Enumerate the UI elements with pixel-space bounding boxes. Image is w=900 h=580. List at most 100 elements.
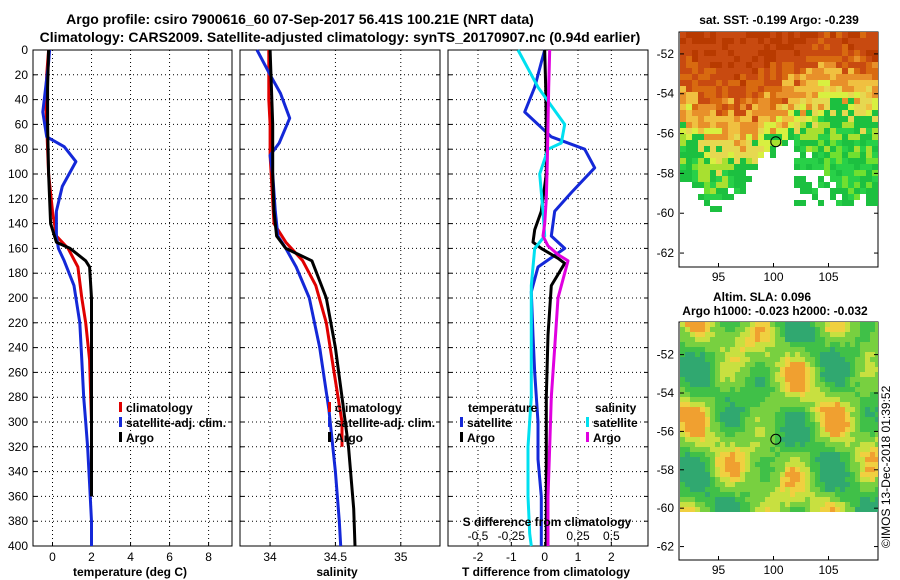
- y-tick-label: 200: [8, 291, 28, 305]
- sst-cell: [842, 68, 848, 74]
- sst-cell: [848, 176, 854, 182]
- sla-cell: [875, 422, 878, 427]
- sst-cell: [710, 128, 716, 134]
- sla-cell: [865, 377, 870, 382]
- sla-cell: [725, 337, 730, 342]
- sla-cell: [775, 327, 780, 332]
- sst-cell: [680, 164, 686, 170]
- sla-cell: [835, 482, 840, 487]
- sst-cell: [830, 170, 836, 176]
- map-y-tick-label: -52: [657, 348, 675, 362]
- sla-cell: [735, 432, 740, 437]
- sla-cell: [760, 432, 765, 437]
- sla-cell: [825, 462, 830, 467]
- sla-cell: [745, 417, 750, 422]
- sst-cell: [782, 104, 788, 110]
- sla-cell: [720, 387, 725, 392]
- sla-cell: [710, 432, 715, 437]
- sla-cell: [845, 507, 850, 512]
- sla-cell: [685, 327, 690, 332]
- sst-cell: [788, 32, 794, 38]
- sla-cell: [740, 337, 745, 342]
- sla-cell: [785, 427, 790, 432]
- sst-cell: [794, 56, 800, 62]
- sla-cell: [715, 367, 720, 372]
- sla-cell: [730, 387, 735, 392]
- y-tick-label: 380: [8, 514, 28, 528]
- sla-cell: [830, 437, 835, 442]
- sla-cell: [700, 477, 705, 482]
- sla-cell: [780, 392, 785, 397]
- sst-cell: [782, 74, 788, 80]
- sst-cell: [806, 44, 812, 50]
- sla-cell: [735, 372, 740, 377]
- sst-cell: [728, 98, 734, 104]
- sla-cell: [725, 467, 730, 472]
- sst-cell: [704, 152, 710, 158]
- sla-cell: [770, 322, 775, 327]
- sla-cell: [710, 417, 715, 422]
- sst-cell: [710, 152, 716, 158]
- sst-cell: [686, 80, 692, 86]
- sla-cell: [690, 482, 695, 487]
- sla-cell: [780, 362, 785, 367]
- sla-cell: [690, 497, 695, 502]
- sla-cell: [740, 417, 745, 422]
- sla-cell: [700, 407, 705, 412]
- sla-cell: [730, 382, 735, 387]
- y-tick-label: 400: [8, 539, 28, 553]
- sla-cell: [845, 482, 850, 487]
- x-tick-label: 1: [575, 550, 582, 564]
- sla-cell: [760, 462, 765, 467]
- sla-cell: [775, 507, 780, 512]
- y-tick-label: 120: [8, 192, 28, 206]
- sla-cell: [870, 432, 875, 437]
- sst-cell: [782, 32, 788, 38]
- sla-cell: [805, 502, 810, 507]
- sst-cell: [716, 176, 722, 182]
- sla-cell: [700, 382, 705, 387]
- sst-cell: [686, 62, 692, 68]
- sst-cell: [752, 116, 758, 122]
- sla-cell: [720, 447, 725, 452]
- sst-cell: [758, 104, 764, 110]
- sst-cell: [776, 32, 782, 38]
- sst-cell: [800, 38, 806, 44]
- sla-cell: [715, 342, 720, 347]
- sla-cell: [830, 382, 835, 387]
- sla-cell: [860, 472, 865, 477]
- sla-cell: [830, 392, 835, 397]
- sla-cell: [750, 387, 755, 392]
- sla-cell: [840, 362, 845, 367]
- sla-cell: [690, 377, 695, 382]
- sla-cell: [860, 327, 865, 332]
- sla-cell: [750, 337, 755, 342]
- sla-cell: [800, 457, 805, 462]
- sla-cell: [755, 412, 760, 417]
- sla-cell: [865, 457, 870, 462]
- sst-cell: [854, 44, 860, 50]
- sla-cell: [750, 342, 755, 347]
- sst-cell: [806, 68, 812, 74]
- sst-cell: [824, 38, 830, 44]
- sla-cell: [700, 322, 705, 327]
- sst-cell: [728, 104, 734, 110]
- sst-cell: [728, 194, 734, 200]
- sla-cell: [730, 472, 735, 477]
- sla-cell: [710, 392, 715, 397]
- sla-cell: [835, 497, 840, 502]
- sla-cell: [850, 322, 855, 327]
- sla-cell: [820, 357, 825, 362]
- sla-cell: [740, 447, 745, 452]
- sst-cell: [692, 86, 698, 92]
- sla-cell: [715, 432, 720, 437]
- sla-cell: [680, 472, 685, 477]
- sst-cell: [746, 44, 752, 50]
- sst-cell: [866, 140, 872, 146]
- sst-cell: [764, 38, 770, 44]
- sla-cell: [775, 447, 780, 452]
- sla-cell: [690, 387, 695, 392]
- sla-cell: [820, 492, 825, 497]
- sla-cell: [860, 397, 865, 402]
- sst-cell: [794, 80, 800, 86]
